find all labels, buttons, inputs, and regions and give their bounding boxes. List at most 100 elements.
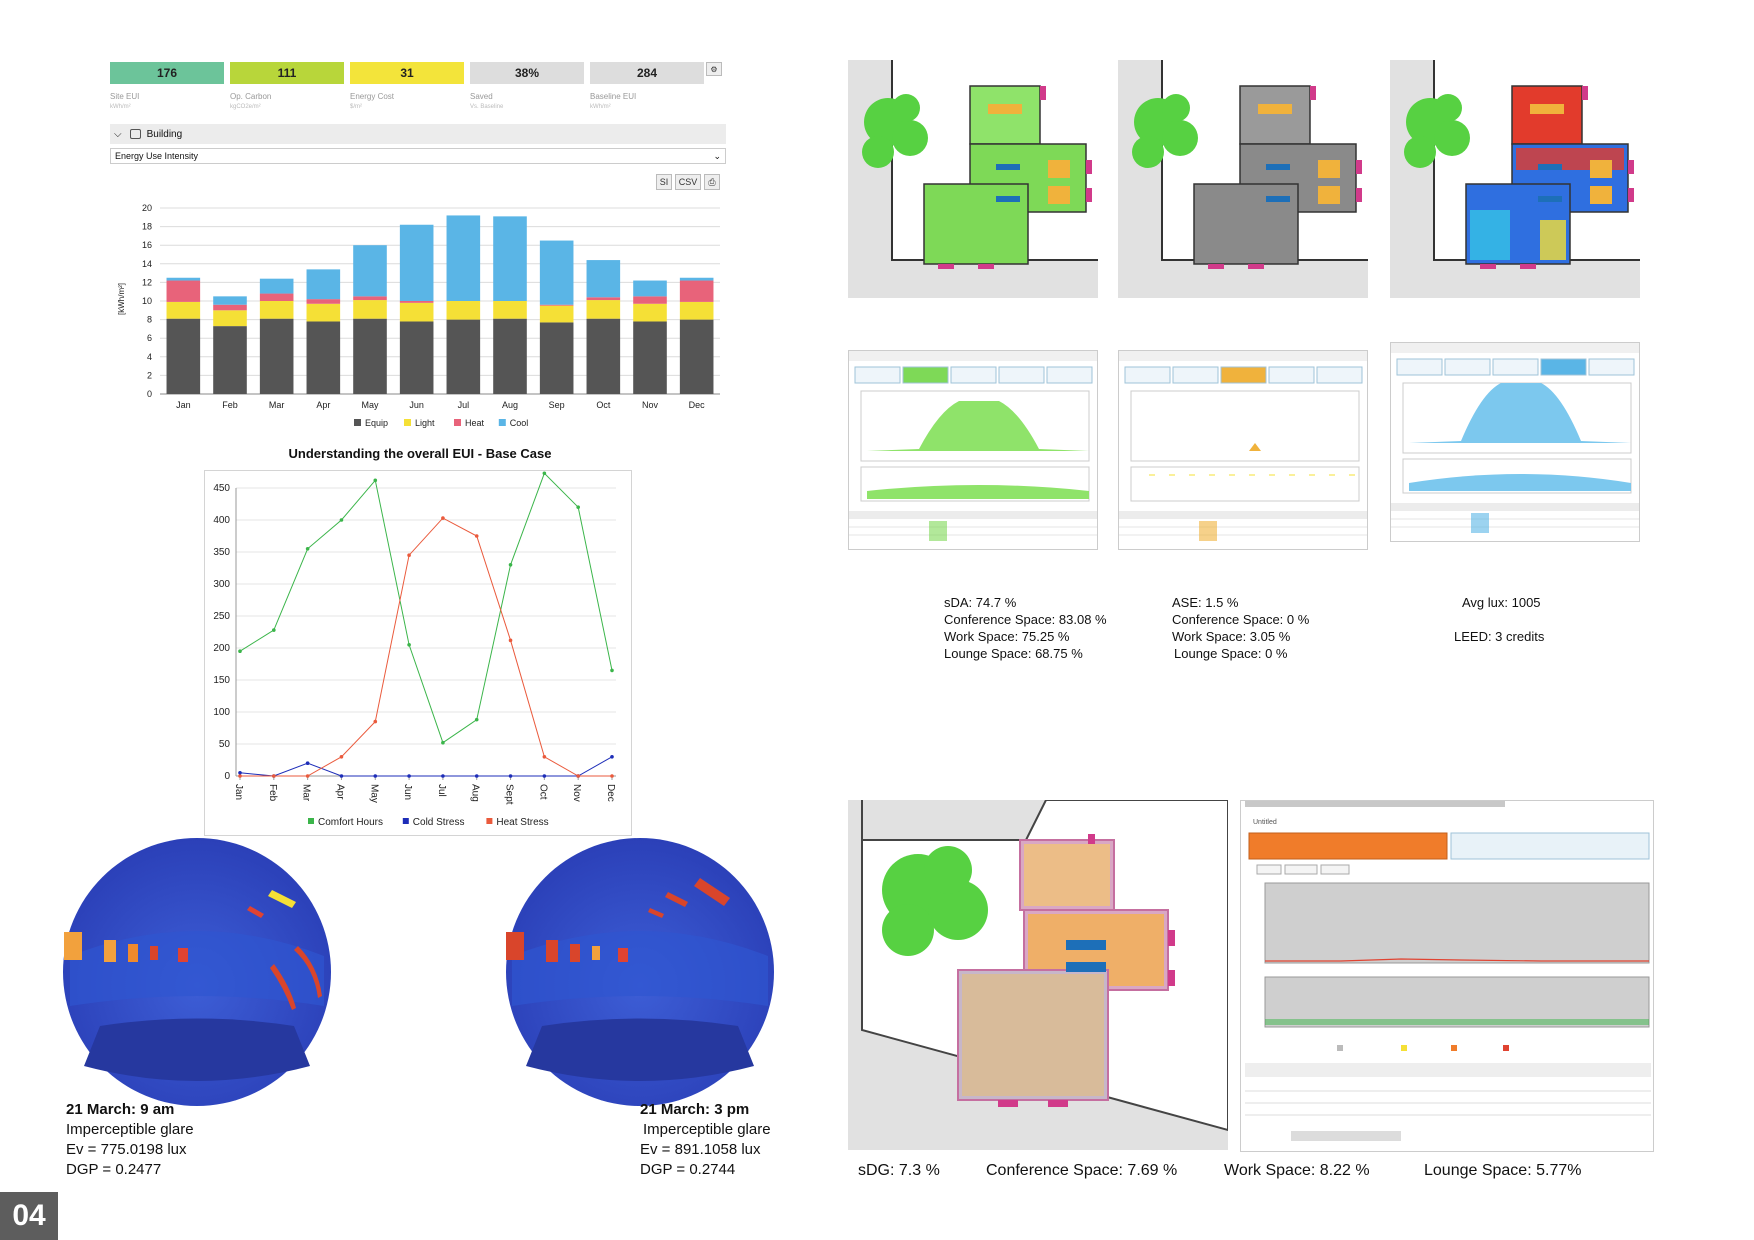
x-tick-label: Dec <box>605 784 616 802</box>
floor-plan-gray <box>1118 60 1368 298</box>
data-point <box>441 774 445 778</box>
bar-segment-cool <box>679 277 714 281</box>
x-tick-label: Apr <box>334 784 345 800</box>
y-tick-label: 10 <box>142 296 152 306</box>
glare-render-3pm <box>506 838 774 1106</box>
kpi-label: Saved <box>470 92 493 101</box>
ase-lounge: Lounge Space: 0 % <box>1174 646 1288 661</box>
bar-segment-equip <box>213 326 247 394</box>
glare-render-9am <box>63 838 331 1106</box>
chevron-down-icon: ⌄ <box>713 150 721 161</box>
avg-lux: Avg lux: 1005 <box>1462 595 1541 610</box>
y-tick-label: 100 <box>213 707 230 718</box>
data-point <box>610 755 614 759</box>
sdg-lounge: Lounge Space: 5.77% <box>1424 1162 1582 1179</box>
legend-swatch <box>486 818 493 824</box>
legend-label: Equip <box>365 418 388 428</box>
legend-swatch <box>454 419 461 426</box>
glare-dgp: DGP = 0.2744 <box>640 1161 736 1178</box>
glare-dgp: DGP = 0.2477 <box>66 1161 162 1178</box>
data-point <box>373 478 378 483</box>
x-tick-label: Sep <box>549 400 565 410</box>
x-tick-label: Jun <box>409 400 424 410</box>
x-tick-label: Feb <box>222 400 238 410</box>
bar-segment-heat <box>166 280 201 302</box>
si-button[interactable]: SI <box>656 174 672 190</box>
kpi-label: Site EUI <box>110 92 140 101</box>
series-line-comfort-hours <box>239 472 613 744</box>
bar-segment-equip <box>259 318 294 394</box>
sda-lounge: Lounge Space: 68.75 % <box>944 646 1083 661</box>
data-point <box>542 774 547 778</box>
bar-segment-cool <box>399 224 434 301</box>
bar-segment-light <box>586 300 621 319</box>
x-tick-label: May <box>361 400 379 410</box>
glare-ev: Ev = 775.0198 lux <box>66 1141 187 1158</box>
bar-segment-cool <box>493 216 527 301</box>
legend-label: Heat <box>465 418 485 428</box>
glare-title: 21 March: 3 pm <box>640 1101 750 1118</box>
data-point <box>238 774 242 778</box>
building-bar[interactable]: ⌵ Building <box>110 124 726 144</box>
y-tick-label: 250 <box>213 611 230 622</box>
y-tick-label: 4 <box>147 352 152 362</box>
floor-plan-heat <box>1390 60 1640 298</box>
data-point <box>576 505 580 509</box>
bar-segment-cool <box>353 245 387 297</box>
bar-segment-heat <box>539 304 574 306</box>
bar-segment-cool <box>633 280 667 297</box>
svg-text:Untitled: Untitled <box>1253 819 1277 826</box>
tree-icon <box>1404 94 1470 168</box>
bar-segment-cool <box>586 260 621 298</box>
y-tick-label: 18 <box>142 222 152 232</box>
data-point <box>305 774 310 778</box>
csv-button[interactable]: CSV <box>675 174 701 190</box>
chevron-down-icon[interactable]: ⌵ <box>114 128 122 140</box>
daylight-panel-1 <box>848 350 1098 550</box>
y-tick-label: 300 <box>213 579 230 590</box>
kpi-label: Op. Carbon <box>230 92 272 101</box>
data-point <box>339 774 344 778</box>
x-tick-label: Nov <box>642 400 659 410</box>
bar-segment-cool <box>306 269 341 300</box>
y-tick-label: 6 <box>147 333 152 343</box>
glare-caption-9am: 21 March: 9 am Imperceptible glare Ev = … <box>66 1100 194 1180</box>
bar-segment-heat <box>679 280 714 302</box>
bar-segment-heat <box>306 299 341 304</box>
data-point <box>542 471 547 476</box>
comfort-chart: 0 50 100 150 200 250 300 350 400 450 Jan Feb Mar Apr M… <box>213 471 616 828</box>
x-tick-label: Jan <box>176 400 191 410</box>
kpi-unit: kWh/m² <box>590 104 611 110</box>
data-point <box>576 774 580 778</box>
legend-swatch <box>308 818 314 824</box>
sdg-panel: Untitled <box>1240 800 1654 1152</box>
bar-segment-heat <box>633 296 667 304</box>
bar-segment-heat <box>586 297 621 301</box>
print-icon[interactable]: ⎙ <box>704 174 720 190</box>
bar-segment-cool <box>446 215 481 301</box>
ase-total: ASE: 1.5 % <box>1172 595 1239 610</box>
bar-segment-light <box>259 301 294 319</box>
bar-segment-equip <box>586 318 621 394</box>
building-icon <box>129 129 141 139</box>
data-point <box>272 774 276 778</box>
tree-icon <box>1132 94 1198 168</box>
bar-segment-light <box>493 301 527 319</box>
bar-segment-light <box>633 303 667 322</box>
glare-level: Imperceptible glare <box>643 1121 771 1138</box>
bar-segment-equip <box>306 321 341 394</box>
bar-segment-cool <box>259 278 294 294</box>
sdg-total: sDG: 7.3 % <box>858 1162 940 1179</box>
legend-swatch <box>402 818 409 824</box>
legend-swatch <box>404 419 411 426</box>
floor-plan-green <box>848 60 1098 298</box>
sda-work: Work Space: 75.25 % <box>944 629 1070 644</box>
data-point <box>272 628 276 632</box>
metric-select[interactable]: Energy Use Intensity ⌄ <box>110 148 726 164</box>
lux-caption: Avg lux: 1005 LEED: 3 credits <box>1454 594 1544 645</box>
kpi-settings-icon[interactable]: ⚙ <box>706 62 722 76</box>
leed-credits: LEED: 3 credits <box>1454 629 1545 644</box>
sdg-tree-icon <box>882 846 988 956</box>
bar-segment-heat <box>353 296 387 301</box>
y-tick-label: 400 <box>213 515 230 526</box>
